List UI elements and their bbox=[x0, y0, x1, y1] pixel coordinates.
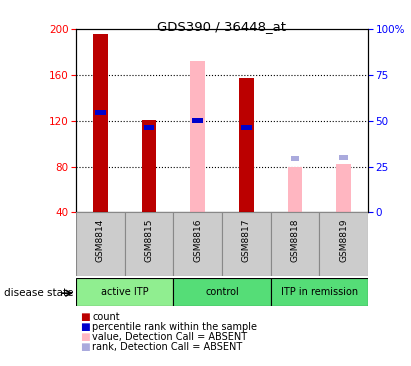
Bar bbox=[241, 126, 252, 130]
Text: count: count bbox=[92, 311, 120, 322]
Text: GSM8819: GSM8819 bbox=[339, 219, 348, 262]
Text: active ITP: active ITP bbox=[101, 287, 148, 297]
Text: disease state: disease state bbox=[4, 288, 74, 298]
Text: GSM8818: GSM8818 bbox=[291, 219, 299, 262]
Text: rank, Detection Call = ABSENT: rank, Detection Call = ABSENT bbox=[92, 342, 243, 352]
Text: ITP in remission: ITP in remission bbox=[281, 287, 358, 297]
Bar bbox=[192, 119, 203, 123]
Text: GSM8815: GSM8815 bbox=[145, 219, 153, 262]
Bar bbox=[76, 212, 125, 276]
Bar bbox=[190, 61, 205, 212]
Bar bbox=[319, 212, 368, 276]
Text: value, Detection Call = ABSENT: value, Detection Call = ABSENT bbox=[92, 332, 247, 342]
Bar bbox=[143, 126, 155, 130]
Text: ■: ■ bbox=[80, 332, 90, 342]
Bar bbox=[239, 78, 254, 212]
Bar bbox=[173, 212, 222, 276]
Text: GSM8817: GSM8817 bbox=[242, 219, 251, 262]
Bar bbox=[142, 120, 156, 212]
Bar bbox=[222, 212, 270, 276]
Bar bbox=[339, 154, 348, 160]
Text: GSM8816: GSM8816 bbox=[193, 219, 202, 262]
Text: GSM8814: GSM8814 bbox=[96, 219, 105, 262]
Text: ■: ■ bbox=[80, 311, 90, 322]
Bar bbox=[125, 212, 173, 276]
Bar bbox=[291, 156, 299, 161]
Text: percentile rank within the sample: percentile rank within the sample bbox=[92, 322, 257, 332]
Bar bbox=[336, 164, 351, 212]
Bar bbox=[288, 167, 302, 212]
Bar bbox=[95, 111, 106, 115]
Text: ■: ■ bbox=[80, 322, 90, 332]
Bar bbox=[173, 278, 270, 306]
Bar bbox=[270, 278, 368, 306]
Text: control: control bbox=[205, 287, 239, 297]
Bar bbox=[270, 212, 319, 276]
Text: GDS390 / 36448_at: GDS390 / 36448_at bbox=[157, 20, 286, 33]
Bar bbox=[93, 34, 108, 212]
Text: ■: ■ bbox=[80, 342, 90, 352]
Bar bbox=[76, 278, 173, 306]
